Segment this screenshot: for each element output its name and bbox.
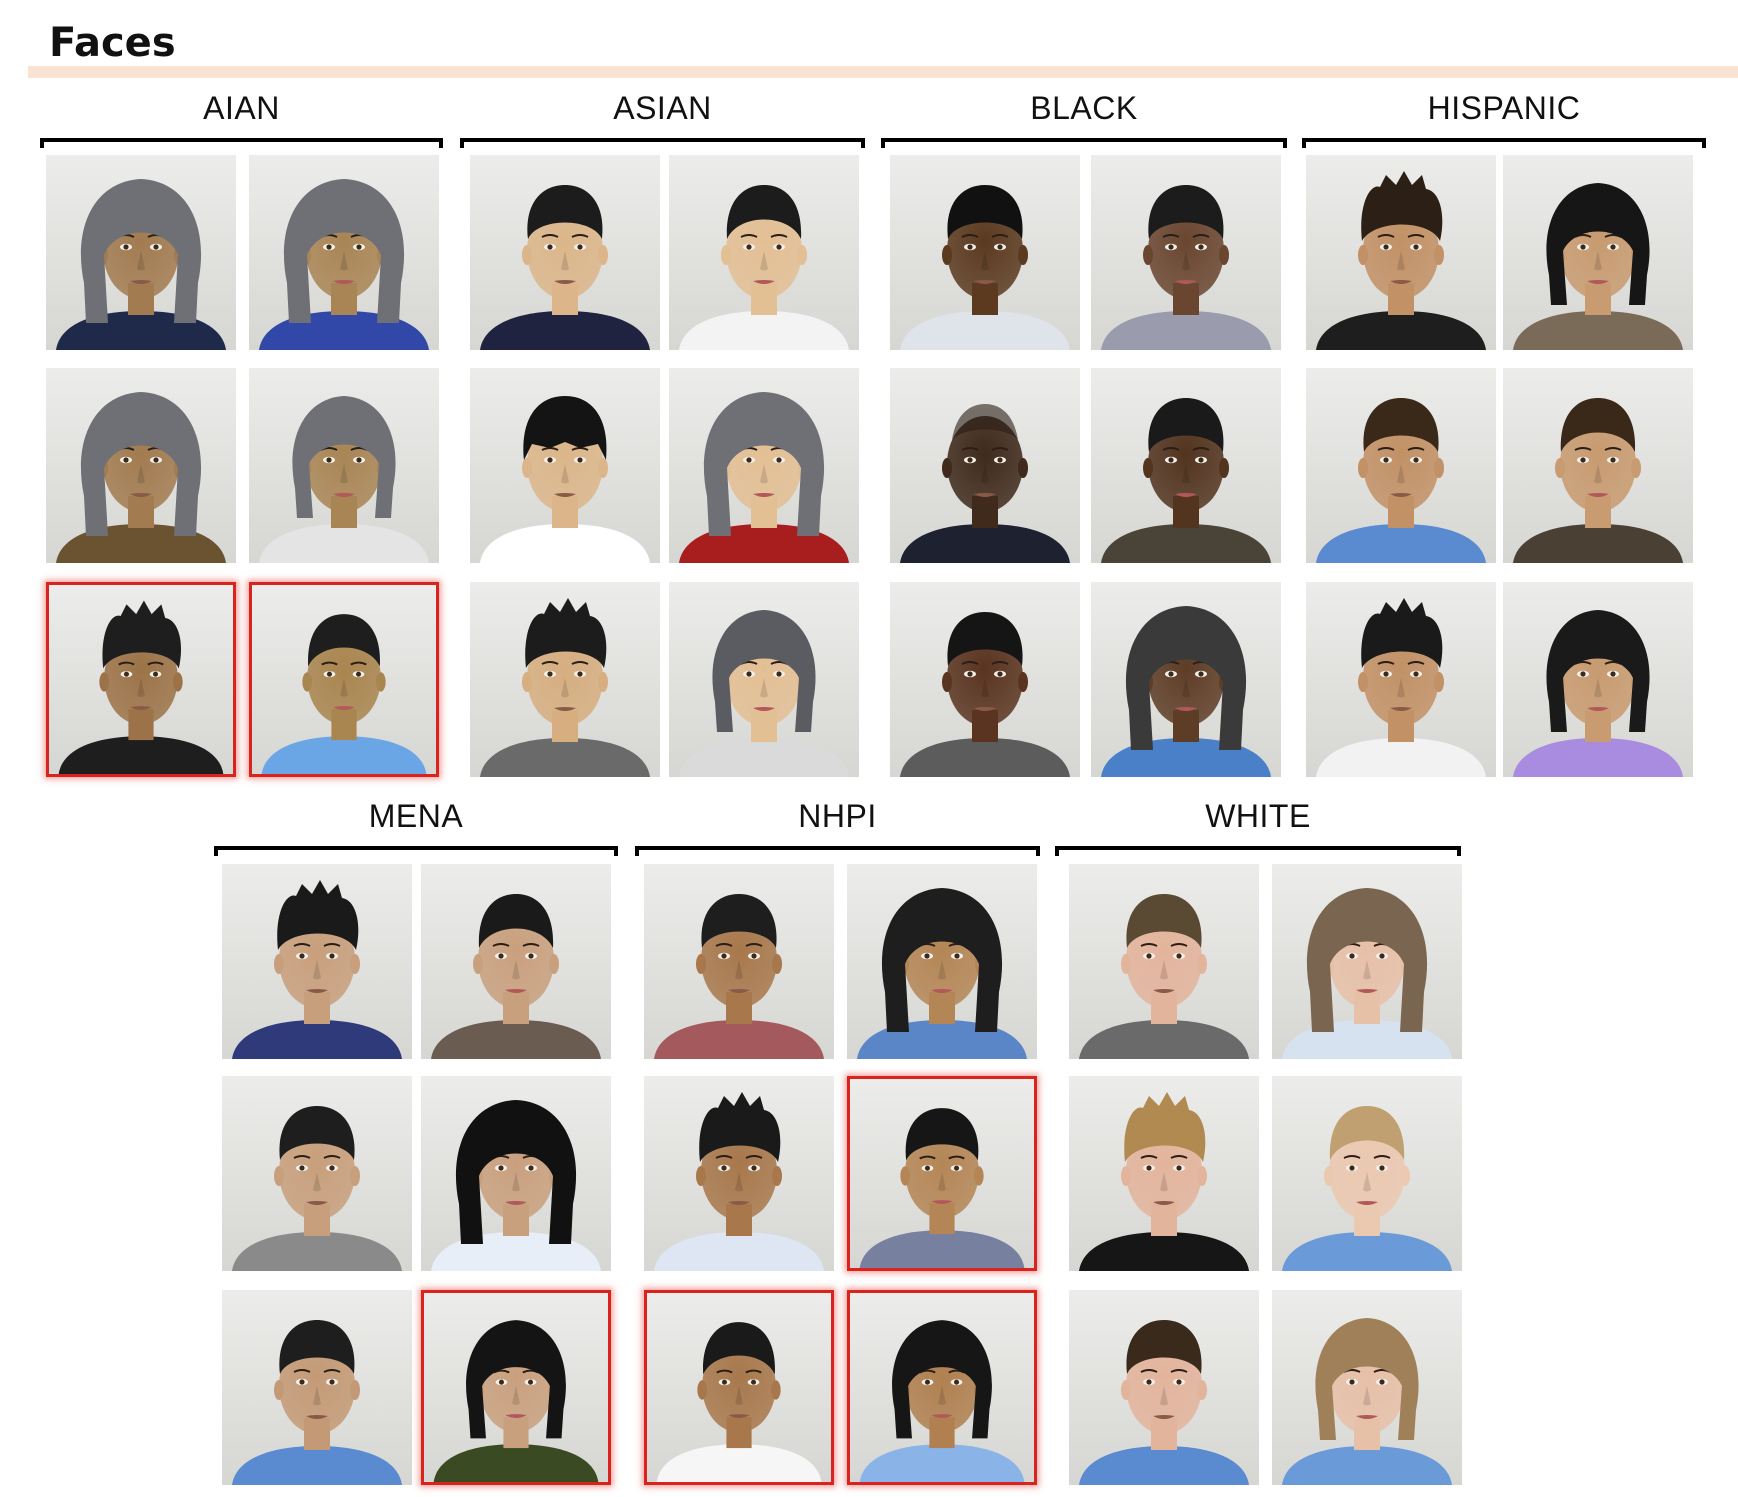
face-portrait-asian-6	[669, 582, 859, 777]
face-portrait-black-4	[1091, 368, 1281, 563]
face-portrait-nhpi-2	[847, 864, 1037, 1059]
face-portrait-white-1	[1069, 864, 1259, 1059]
face-portrait-aian-1	[46, 155, 236, 350]
face-portrait-aian-4	[249, 368, 439, 563]
face-portrait-white-5	[1069, 1290, 1259, 1485]
face-portrait-black-1	[890, 155, 1080, 350]
face-portrait-hispanic-3	[1306, 368, 1496, 563]
face-portrait-mena-4	[421, 1076, 611, 1271]
group-label-asian: ASIAN	[613, 90, 712, 126]
face-portrait-mena-3	[222, 1076, 412, 1271]
group-bracket-mena	[214, 846, 618, 856]
group-label-hispanic: HISPANIC	[1427, 90, 1581, 126]
face-portrait-asian-2	[669, 155, 859, 350]
face-portrait-hispanic-5	[1306, 582, 1496, 777]
group-bracket-white	[1055, 846, 1461, 856]
group-bracket-black	[881, 138, 1287, 148]
group-label-aian: AIAN	[203, 90, 280, 126]
face-portrait-aian-2	[249, 155, 439, 350]
face-portrait-aian-6-highlighted	[249, 582, 439, 777]
face-portrait-nhpi-4-highlighted	[847, 1076, 1037, 1271]
face-portrait-aian-5-highlighted	[46, 582, 236, 777]
group-bracket-nhpi	[635, 846, 1040, 856]
title-underline	[28, 66, 1738, 78]
face-portrait-white-4	[1272, 1076, 1462, 1271]
face-portrait-mena-2	[421, 864, 611, 1059]
face-portrait-mena-5	[222, 1290, 412, 1485]
face-portrait-white-3	[1069, 1076, 1259, 1271]
face-portrait-black-2	[1091, 155, 1281, 350]
face-portrait-asian-5	[470, 582, 660, 777]
group-bracket-asian	[460, 138, 865, 148]
group-bracket-aian	[40, 138, 443, 148]
face-portrait-white-6	[1272, 1290, 1462, 1485]
face-portrait-aian-3	[46, 368, 236, 563]
face-portrait-hispanic-1	[1306, 155, 1496, 350]
group-label-nhpi: NHPI	[798, 798, 877, 834]
face-portrait-asian-4	[669, 368, 859, 563]
face-portrait-black-3	[890, 368, 1080, 563]
face-portrait-asian-3	[470, 368, 660, 563]
face-portrait-nhpi-5-highlighted	[644, 1290, 834, 1485]
face-portrait-hispanic-6	[1503, 582, 1693, 777]
face-portrait-asian-1	[470, 155, 660, 350]
face-portrait-black-6	[1091, 582, 1281, 777]
group-label-black: BLACK	[1030, 90, 1138, 126]
face-portrait-nhpi-3	[644, 1076, 834, 1271]
group-label-white: WHITE	[1205, 798, 1311, 834]
face-portrait-nhpi-6-highlighted	[847, 1290, 1037, 1485]
face-portrait-hispanic-4	[1503, 368, 1693, 563]
page-title: Faces	[49, 20, 176, 66]
face-portrait-white-2	[1272, 864, 1462, 1059]
face-portrait-nhpi-1	[644, 864, 834, 1059]
group-label-mena: MENA	[368, 798, 464, 834]
group-bracket-hispanic	[1302, 138, 1706, 148]
face-portrait-hispanic-2	[1503, 155, 1693, 350]
face-portrait-mena-6-highlighted	[421, 1290, 611, 1485]
face-portrait-mena-1	[222, 864, 412, 1059]
face-portrait-black-5	[890, 582, 1080, 777]
